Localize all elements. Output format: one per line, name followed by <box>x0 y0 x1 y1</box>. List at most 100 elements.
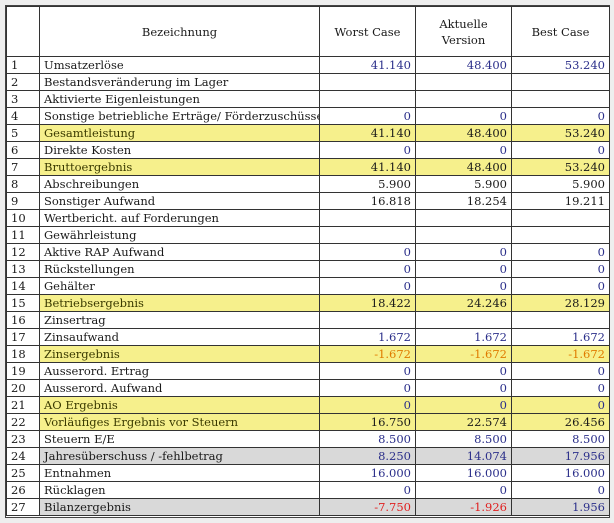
row-label[interactable]: Zinsergebnis <box>39 345 320 363</box>
best-case-cell[interactable]: 0 <box>511 396 610 414</box>
current-version-cell[interactable]: 0 <box>415 141 512 159</box>
best-case-cell[interactable]: 0 <box>511 107 610 125</box>
best-case-cell[interactable]: 5.900 <box>511 175 610 193</box>
current-version-cell[interactable]: 16.000 <box>415 464 512 482</box>
row-number[interactable]: 26 <box>6 481 40 499</box>
current-version-cell[interactable]: 14.074 <box>415 447 512 465</box>
row-number[interactable]: 4 <box>6 107 40 125</box>
worst-case-cell[interactable] <box>319 73 416 91</box>
best-case-cell[interactable] <box>511 226 610 244</box>
best-case-cell[interactable]: -1.672 <box>511 345 610 363</box>
current-version-cell[interactable]: 22.574 <box>415 413 512 431</box>
current-version-cell[interactable]: 0 <box>415 362 512 380</box>
worst-case-cell[interactable]: 0 <box>319 396 416 414</box>
best-case-cell[interactable]: 28.129 <box>511 294 610 312</box>
row-label[interactable]: Vorläufiges Ergebnis vor Steuern <box>39 413 320 431</box>
worst-case-cell[interactable]: 0 <box>319 277 416 295</box>
worst-case-cell[interactable]: 0 <box>319 379 416 397</box>
row-number[interactable]: 16 <box>6 311 40 329</box>
worst-case-cell[interactable]: 8.500 <box>319 430 416 448</box>
current-version-cell[interactable]: 18.254 <box>415 192 512 210</box>
best-case-cell[interactable]: 8.500 <box>511 430 610 448</box>
row-number[interactable]: 11 <box>6 226 40 244</box>
current-version-cell[interactable] <box>415 226 512 244</box>
row-number[interactable]: 27 <box>6 498 40 516</box>
row-label[interactable]: Rückstellungen <box>39 260 320 278</box>
row-label[interactable]: Aktive RAP Aufwand <box>39 243 320 261</box>
worst-case-cell[interactable]: 16.000 <box>319 464 416 482</box>
best-case-cell[interactable] <box>511 311 610 329</box>
best-case-cell[interactable] <box>511 90 610 108</box>
best-case-cell[interactable]: 53.240 <box>511 56 610 74</box>
best-case-cell[interactable]: 1.956 <box>511 498 610 516</box>
row-label[interactable]: Zinsertrag <box>39 311 320 329</box>
row-label[interactable]: Sonstige betriebliche Erträge/ Förderzus… <box>39 107 320 125</box>
row-number[interactable]: 23 <box>6 430 40 448</box>
best-case-cell[interactable] <box>511 73 610 91</box>
best-case-cell[interactable]: 0 <box>511 379 610 397</box>
best-case-cell[interactable]: 0 <box>511 141 610 159</box>
current-version-cell[interactable] <box>415 73 512 91</box>
best-case-cell[interactable]: 19.211 <box>511 192 610 210</box>
best-case-cell[interactable]: 0 <box>511 260 610 278</box>
worst-case-cell[interactable]: 41.140 <box>319 124 416 142</box>
row-label[interactable]: Steuern E/E <box>39 430 320 448</box>
row-number[interactable]: 6 <box>6 141 40 159</box>
row-label[interactable]: Direkte Kosten <box>39 141 320 159</box>
row-number[interactable]: 7 <box>6 158 40 176</box>
row-number[interactable]: 3 <box>6 90 40 108</box>
worst-case-cell[interactable]: 0 <box>319 243 416 261</box>
current-version-cell[interactable]: -1.672 <box>415 345 512 363</box>
worst-case-cell[interactable]: 18.422 <box>319 294 416 312</box>
row-label[interactable]: Abschreibungen <box>39 175 320 193</box>
row-label[interactable]: Bilanzergebnis <box>39 498 320 516</box>
current-version-cell[interactable]: 24.246 <box>415 294 512 312</box>
row-number[interactable]: 18 <box>6 345 40 363</box>
row-number[interactable]: 25 <box>6 464 40 482</box>
current-version-cell[interactable]: 48.400 <box>415 124 512 142</box>
row-number[interactable]: 15 <box>6 294 40 312</box>
row-number[interactable]: 19 <box>6 362 40 380</box>
row-label[interactable]: Gewährleistung <box>39 226 320 244</box>
row-number[interactable]: 12 <box>6 243 40 261</box>
worst-case-cell[interactable]: 8.250 <box>319 447 416 465</box>
current-version-cell[interactable]: 0 <box>415 277 512 295</box>
row-number[interactable]: 8 <box>6 175 40 193</box>
worst-case-cell[interactable]: 0 <box>319 260 416 278</box>
worst-case-cell[interactable]: 0 <box>319 481 416 499</box>
current-version-cell[interactable]: 0 <box>415 107 512 125</box>
row-label[interactable]: Ausserord. Aufwand <box>39 379 320 397</box>
row-label[interactable]: Aktivierte Eigenleistungen <box>39 90 320 108</box>
worst-case-cell[interactable] <box>319 226 416 244</box>
worst-case-cell[interactable]: -1.672 <box>319 345 416 363</box>
row-number[interactable]: 17 <box>6 328 40 346</box>
row-number[interactable]: 5 <box>6 124 40 142</box>
row-label[interactable]: Gehälter <box>39 277 320 295</box>
best-case-cell[interactable]: 16.000 <box>511 464 610 482</box>
row-number[interactable]: 10 <box>6 209 40 227</box>
current-version-cell[interactable] <box>415 311 512 329</box>
best-case-cell[interactable]: 26.456 <box>511 413 610 431</box>
worst-case-cell[interactable] <box>319 90 416 108</box>
current-version-cell[interactable] <box>415 90 512 108</box>
current-version-cell[interactable]: 0 <box>415 243 512 261</box>
worst-case-cell[interactable] <box>319 311 416 329</box>
worst-case-cell[interactable]: 1.672 <box>319 328 416 346</box>
best-case-cell[interactable]: 53.240 <box>511 124 610 142</box>
best-case-cell[interactable]: 0 <box>511 243 610 261</box>
row-number[interactable]: 14 <box>6 277 40 295</box>
best-case-cell[interactable]: 0 <box>511 277 610 295</box>
current-version-cell[interactable]: 0 <box>415 379 512 397</box>
best-case-cell[interactable]: 53.240 <box>511 158 610 176</box>
worst-case-cell[interactable]: 0 <box>319 107 416 125</box>
best-case-cell[interactable]: 1.672 <box>511 328 610 346</box>
best-case-cell[interactable] <box>511 209 610 227</box>
row-label[interactable]: Zinsaufwand <box>39 328 320 346</box>
best-case-cell[interactable]: 17.956 <box>511 447 610 465</box>
current-version-cell[interactable]: 0 <box>415 396 512 414</box>
current-version-cell[interactable]: 5.900 <box>415 175 512 193</box>
row-number[interactable]: 1 <box>6 56 40 74</box>
current-version-cell[interactable]: 0 <box>415 260 512 278</box>
current-version-cell[interactable]: 8.500 <box>415 430 512 448</box>
row-label[interactable]: Bruttoergebnis <box>39 158 320 176</box>
